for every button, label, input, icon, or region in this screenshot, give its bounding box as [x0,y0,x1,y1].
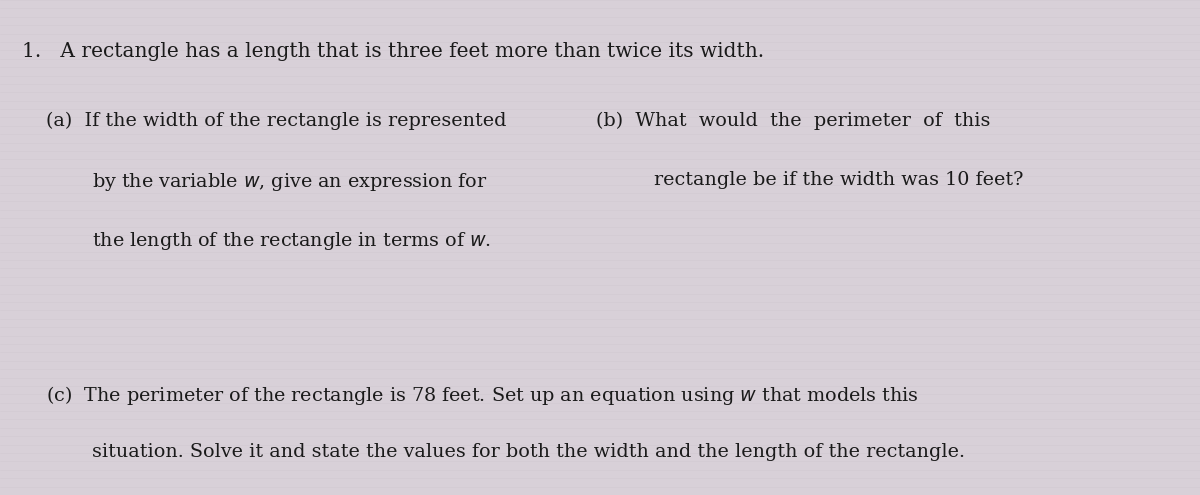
Text: (a)  If the width of the rectangle is represented: (a) If the width of the rectangle is rep… [46,111,506,130]
Text: by the variable $w$, give an expression for: by the variable $w$, give an expression … [92,171,488,193]
Text: (c)  The perimeter of the rectangle is 78 feet. Set up an equation using $w$ tha: (c) The perimeter of the rectangle is 78… [46,384,918,406]
Text: 1.   A rectangle has a length that is three feet more than twice its width.: 1. A rectangle has a length that is thre… [22,42,763,61]
Text: the length of the rectangle in terms of $w$.: the length of the rectangle in terms of … [92,230,492,252]
Text: (b)  What  would  the  perimeter  of  this: (b) What would the perimeter of this [596,111,991,130]
Text: rectangle be if the width was 10 feet?: rectangle be if the width was 10 feet? [654,171,1024,189]
Text: situation. Solve it and state the values for both the width and the length of th: situation. Solve it and state the values… [92,443,965,461]
